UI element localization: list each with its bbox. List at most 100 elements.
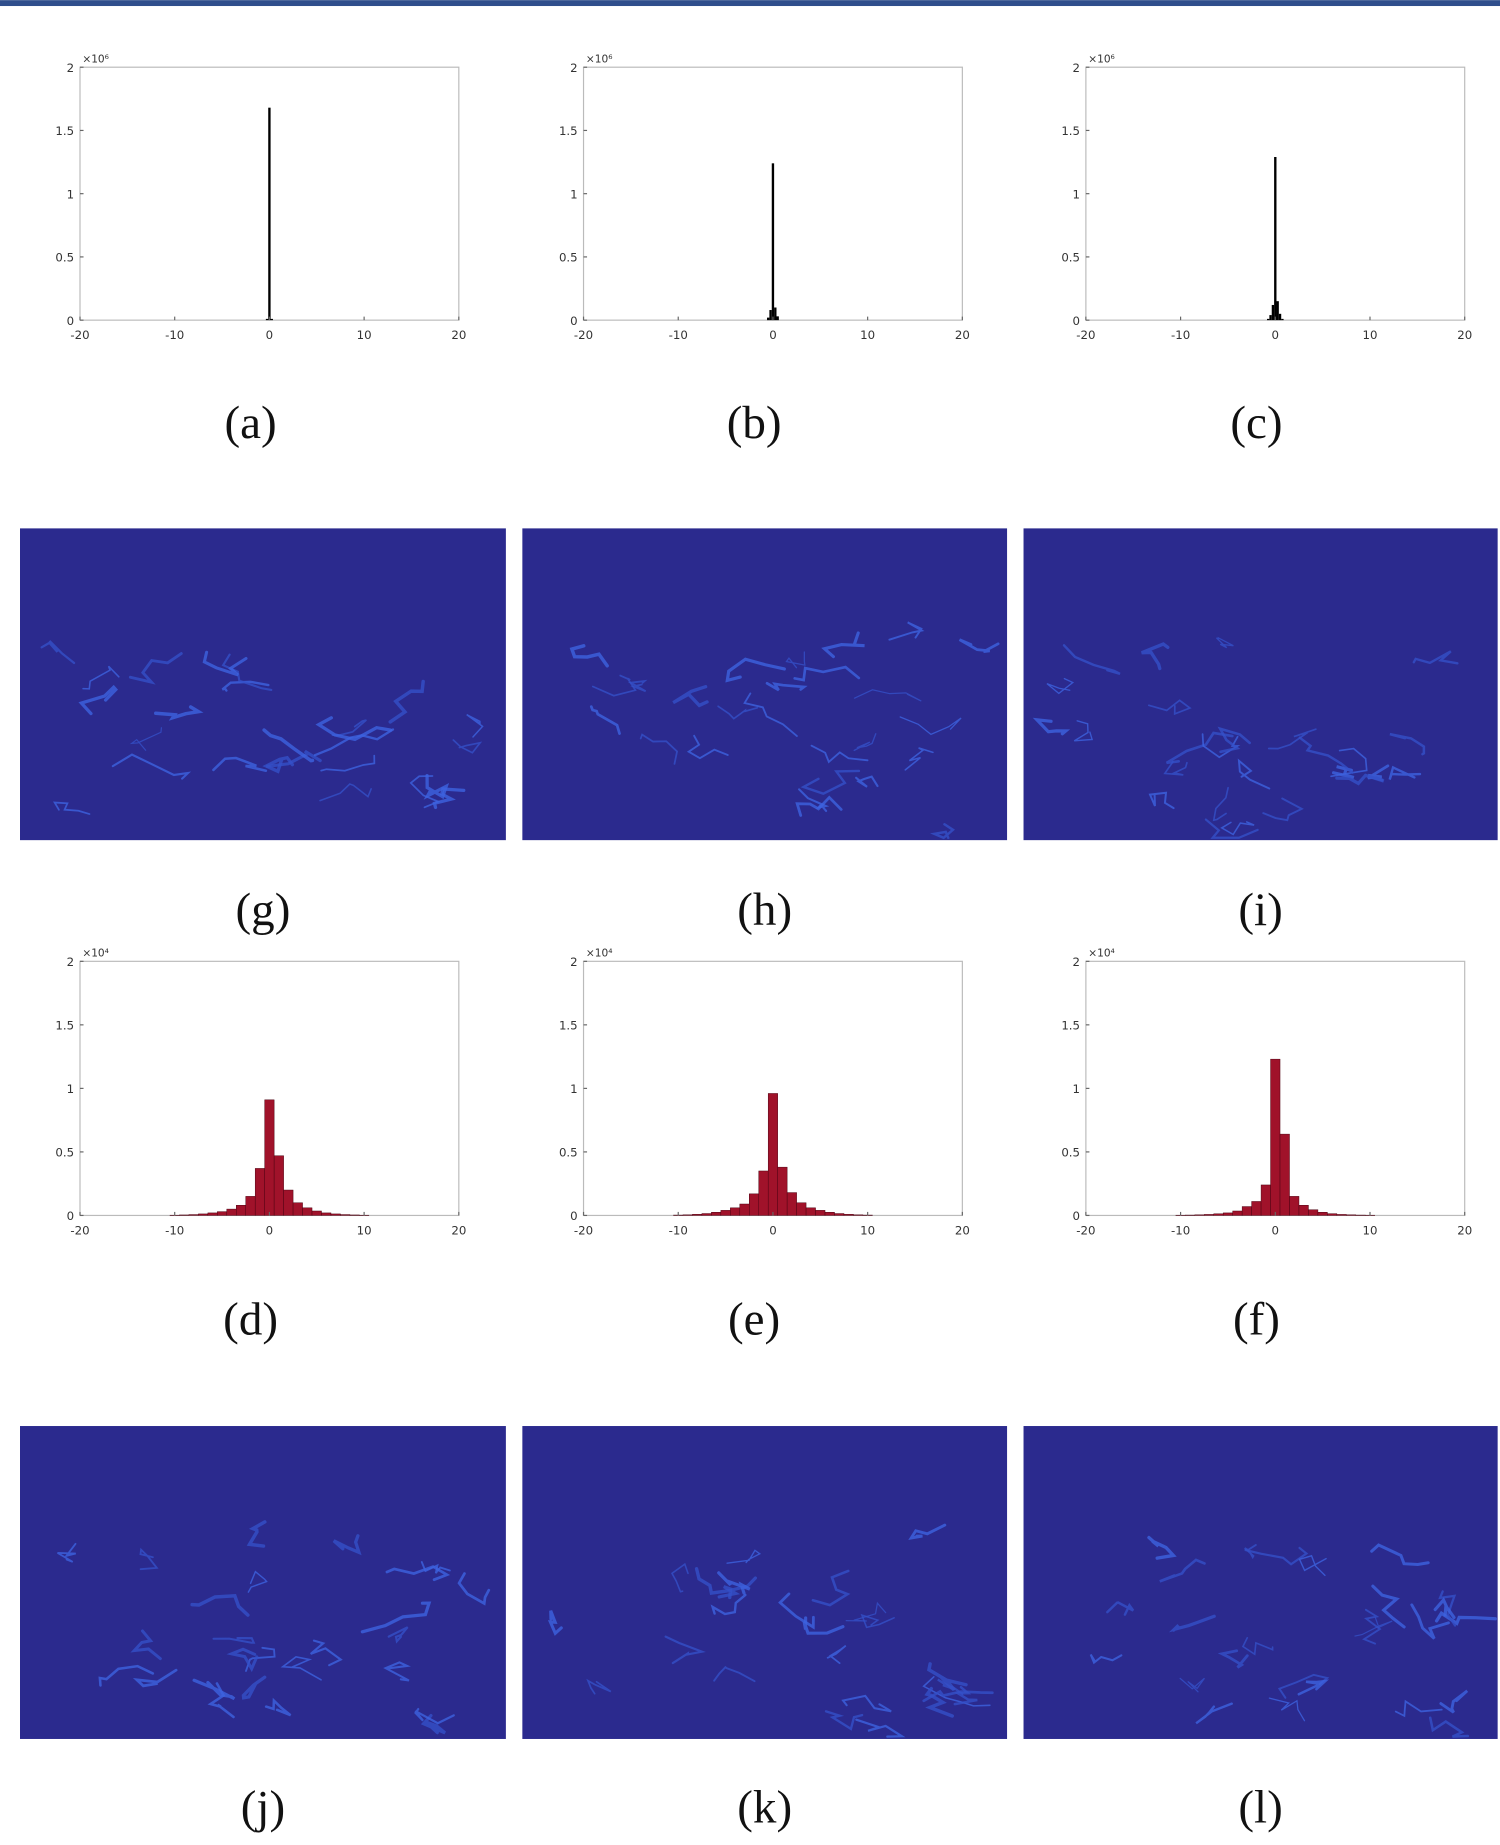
edge-stroke <box>332 1534 362 1556</box>
histogram-bar <box>1336 1214 1347 1216</box>
histogram-bar <box>1308 1209 1319 1216</box>
x-tick-label: 20 <box>955 1223 970 1237</box>
x-tick-label: 10 <box>1363 328 1378 342</box>
histogram-bar <box>1232 1210 1243 1216</box>
edge-stroke <box>1089 1653 1123 1665</box>
edge-stroke <box>264 1697 292 1717</box>
edge-stroke <box>1216 636 1234 649</box>
panel-caption: (h) <box>737 884 792 936</box>
panel-caption: (b) <box>727 397 782 449</box>
edge-stroke <box>1331 765 1355 779</box>
edge-stroke <box>713 1665 756 1683</box>
edge-stroke <box>717 1576 757 1599</box>
edge-stroke <box>221 653 273 691</box>
edge-stroke <box>821 631 865 659</box>
histogram-bar <box>834 1213 845 1216</box>
y-multiplier: ×10⁶ <box>586 54 613 66</box>
edge-stroke <box>1148 791 1175 810</box>
y-tick-label: 0.5 <box>55 251 74 265</box>
edge-stroke <box>670 1562 689 1593</box>
top-bar <box>0 0 1500 7</box>
edge-stroke <box>192 1678 236 1701</box>
edge-stroke <box>1141 642 1170 671</box>
edge-stroke <box>1298 736 1354 774</box>
edge-stroke <box>129 727 163 751</box>
y-tick-label: 0 <box>67 314 74 328</box>
x-tick-label: -10 <box>1171 1223 1190 1237</box>
y-tick-label: 0 <box>570 1209 577 1223</box>
edge-stroke <box>202 650 248 677</box>
edge-stroke <box>686 734 729 760</box>
x-tick-label: -10 <box>1171 328 1190 342</box>
edge-stroke <box>221 680 270 692</box>
edge-stroke <box>280 1655 322 1681</box>
edge-stroke <box>154 705 204 721</box>
edge-stroke <box>57 1542 77 1563</box>
histogram-bar <box>769 310 772 321</box>
edge-stroke <box>1062 644 1121 675</box>
histogram-bar <box>1270 1058 1281 1216</box>
edge-map-image <box>20 528 506 841</box>
panel-caption: (f) <box>1233 1293 1280 1345</box>
histogram-bar <box>739 1203 750 1216</box>
x-tick-label: 10 <box>1363 1223 1378 1237</box>
edge-stroke <box>1241 1636 1274 1656</box>
edge-stroke <box>795 795 843 817</box>
edge-stroke <box>262 728 315 763</box>
y-tick-label: 1 <box>570 1082 577 1096</box>
x-tick-label: 10 <box>860 328 875 342</box>
x-tick-label: 20 <box>1457 328 1472 342</box>
panel-caption: (e) <box>728 1293 780 1345</box>
y-tick-label: 2 <box>67 955 74 969</box>
histogram-bar <box>853 1214 864 1216</box>
edge-stroke <box>1046 677 1075 695</box>
panel-caption: (c) <box>1230 397 1282 449</box>
edge-stroke <box>1217 726 1251 754</box>
histogram-bar <box>273 1155 284 1216</box>
edge-stroke <box>212 756 268 773</box>
histogram-bar <box>1289 1196 1300 1216</box>
histogram-bar <box>1194 1214 1205 1216</box>
y-tick-label: 1 <box>1073 1082 1080 1096</box>
edge-stroke <box>78 684 119 716</box>
edge-stroke <box>247 1570 268 1593</box>
panel-caption: (i) <box>1238 884 1282 936</box>
edge-stroke <box>743 692 798 737</box>
histogram-bar <box>776 316 779 321</box>
edge-stroke <box>765 681 808 692</box>
edge-stroke <box>717 1571 751 1595</box>
x-tick-label: 10 <box>357 1223 372 1237</box>
edge-stroke <box>360 1601 432 1634</box>
edge-stroke <box>1244 1546 1309 1566</box>
edge-stroke <box>853 733 877 752</box>
y-tick-label: 0.5 <box>559 1146 578 1160</box>
edge-stroke <box>785 651 806 669</box>
edge-stroke <box>1220 821 1255 836</box>
histogram-bar <box>270 318 273 321</box>
edge-stroke <box>1388 765 1422 780</box>
edge-stroke <box>420 1561 451 1574</box>
edge-stroke <box>1428 1716 1470 1738</box>
histogram-bar <box>796 1202 807 1216</box>
histogram-bar <box>774 307 777 321</box>
y-tick-label: 1 <box>67 187 74 201</box>
edge-stroke <box>927 1662 968 1692</box>
edge-stroke <box>547 1610 563 1636</box>
edge-stroke <box>672 685 709 708</box>
x-tick-label: 20 <box>1457 1223 1472 1237</box>
edge-stroke <box>1268 1697 1306 1722</box>
y-tick-label: 2 <box>1073 955 1080 969</box>
edge-stroke <box>420 1713 447 1735</box>
edge-stroke <box>1410 1603 1450 1640</box>
y-tick-label: 1.5 <box>1061 1019 1080 1033</box>
histogram-bar <box>1298 1205 1309 1216</box>
edge-stroke <box>569 644 609 668</box>
edge-stroke <box>1412 650 1459 665</box>
edge-stroke <box>922 1689 994 1703</box>
edge-map-image <box>1023 1426 1498 1739</box>
histogram-bar <box>330 1213 341 1216</box>
edge-stroke <box>130 1629 162 1661</box>
edge-stroke <box>1433 1597 1456 1619</box>
edge-stroke <box>1179 1677 1205 1693</box>
